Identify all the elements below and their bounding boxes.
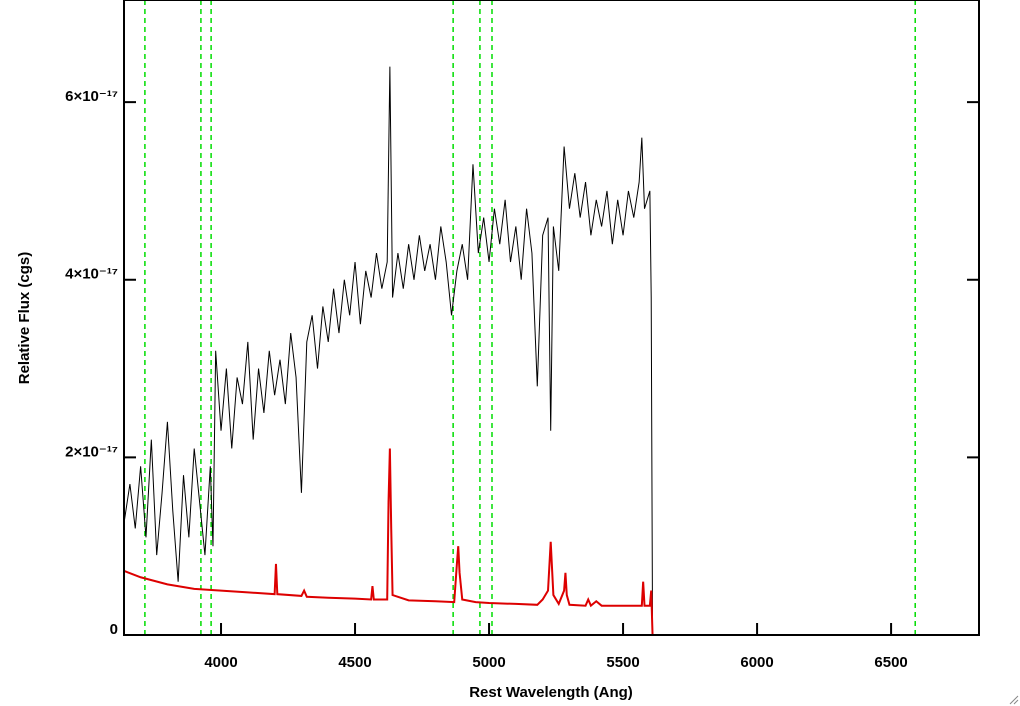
y-tick-label: 2×10⁻¹⁷ <box>65 443 118 460</box>
y-axis-label: Relative Flux (cgs) <box>16 252 33 385</box>
x-tick-label: 5500 <box>606 654 639 671</box>
x-tick-label: 4500 <box>338 654 371 671</box>
spectrum-line <box>124 66 979 636</box>
y-tick-label: 0 <box>110 621 118 638</box>
spectrum-line <box>124 448 979 636</box>
plot-frame <box>123 0 980 636</box>
x-tick-label: 6000 <box>740 654 773 671</box>
resize-grip <box>1009 695 1019 705</box>
y-tick-label: 4×10⁻¹⁷ <box>65 266 118 283</box>
x-tick-label: 4000 <box>204 654 237 671</box>
x-tick-label: 5000 <box>472 654 505 671</box>
y-tick-label: 6×10⁻¹⁷ <box>65 88 118 105</box>
x-axis-label: Rest Wavelength (Ang) <box>469 684 633 701</box>
x-tick-label: 6500 <box>874 654 907 671</box>
